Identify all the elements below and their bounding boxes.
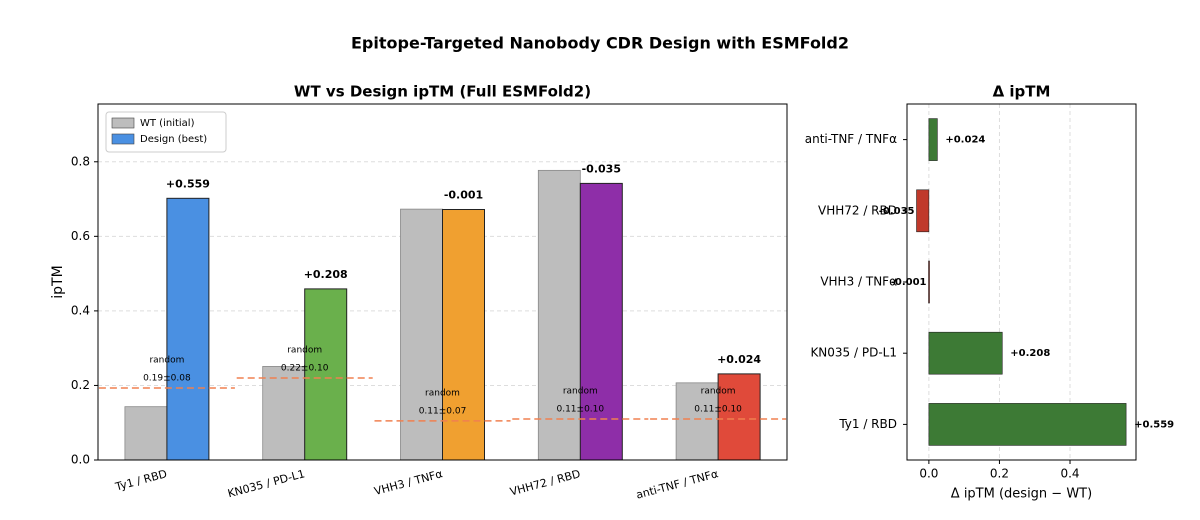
x-axis-label: Δ ipTM (design − WT) (951, 487, 1092, 502)
wt-bar (400, 208, 443, 461)
value-label: -0.001 (891, 277, 927, 288)
y-tick-label: 0.4 (71, 303, 90, 317)
random-value-label: 0.11±0.10 (556, 404, 604, 414)
legend-label: Design (best) (140, 134, 207, 145)
figure-title: Epitope-Targeted Nanobody CDR Design wit… (351, 34, 849, 53)
y-tick-label: anti-TNF / TNFα (805, 132, 897, 146)
y-tick-label: 0.2 (71, 378, 90, 392)
delta-bar (928, 331, 1003, 375)
value-label: +0.024 (945, 135, 985, 146)
wt-bar (124, 406, 168, 461)
random-value-label: 0.11±0.10 (694, 404, 742, 414)
y-tick-label: KN035 / PD-L1 (810, 346, 897, 360)
x-tick-label: VHH72 / RBD (509, 467, 582, 498)
x-tick-label: 0.4 (1060, 467, 1079, 481)
legend-label: WT (initial) (140, 118, 195, 129)
value-label: -0.035 (879, 206, 915, 217)
x-tick-label: VHH3 / TNFα (373, 467, 444, 498)
value-label: +0.208 (1010, 348, 1050, 359)
x-tick-label: 0.2 (990, 467, 1009, 481)
x-tick-label: 0.0 (919, 467, 938, 481)
delta-annotation: -0.001 (444, 188, 483, 201)
delta-bar (928, 118, 938, 161)
x-tick-label: Ty1 / RBD (113, 467, 168, 494)
legend-box (105, 111, 227, 153)
design-bar (579, 182, 623, 461)
y-tick-label: 0.8 (71, 154, 90, 168)
random-label: random (149, 356, 184, 366)
delta-bar (928, 403, 1127, 446)
plot-frame (97, 103, 788, 461)
design-bar (717, 373, 761, 461)
random-label: random (287, 345, 322, 355)
wt-bar (262, 366, 306, 461)
panel-title: Δ ipTM (993, 83, 1051, 101)
y-tick-label: VHH72 / RBD (818, 203, 897, 217)
y-tick-label: VHH3 / TNFα (820, 275, 897, 289)
delta-bar (916, 189, 930, 233)
y-tick-label: 0.0 (71, 453, 90, 467)
delta-annotation: -0.035 (582, 162, 621, 175)
y-axis-label: ipTM (50, 265, 66, 298)
wt-bar (537, 169, 581, 461)
random-label: random (425, 388, 460, 398)
x-tick-label: KN035 / PD-L1 (226, 467, 306, 500)
random-label: random (563, 386, 598, 396)
legend-swatch (111, 133, 135, 145)
design-bar (166, 197, 210, 461)
y-tick-label: Ty1 / RBD (838, 417, 897, 431)
value-label: +0.559 (1134, 419, 1174, 430)
delta-bar (928, 260, 930, 304)
delta-annotation: +0.024 (717, 353, 761, 366)
plot-frame (906, 103, 1137, 461)
design-bar (304, 288, 348, 461)
random-value-label: 0.19±0.08 (143, 374, 191, 384)
delta-annotation: +0.559 (166, 177, 210, 190)
delta-annotation: +0.208 (304, 268, 348, 281)
random-value-label: 0.22±0.10 (281, 363, 329, 373)
legend-swatch (111, 117, 135, 129)
x-tick-label: anti-TNF / TNFα (635, 467, 720, 501)
random-value-label: 0.11±0.07 (419, 406, 467, 416)
design-bar (442, 208, 485, 461)
y-tick-label: 0.6 (71, 229, 90, 243)
panel-title: WT vs Design ipTM (Full ESMFold2) (294, 83, 591, 101)
random-label: random (701, 386, 736, 396)
